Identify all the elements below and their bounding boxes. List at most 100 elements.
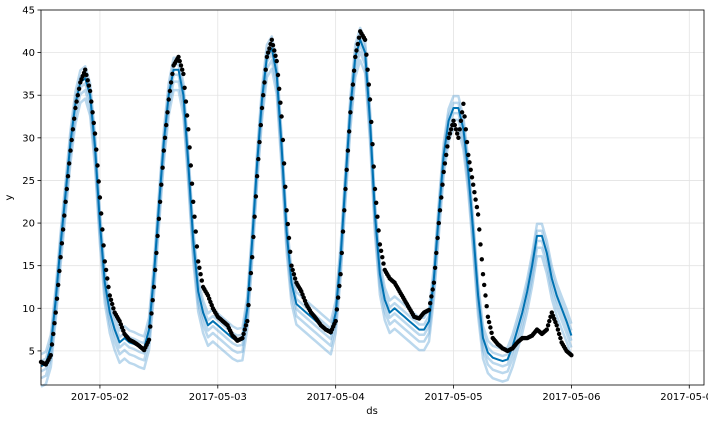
observed-point [183, 99, 189, 104]
observed-point [65, 174, 71, 179]
observed-point [246, 302, 251, 308]
observed-point [437, 208, 443, 213]
observed-point [333, 318, 338, 324]
observed-point [429, 294, 434, 299]
observed-point [272, 48, 277, 53]
observed-point [342, 208, 347, 213]
observed-point [96, 179, 101, 184]
observed-point [67, 161, 72, 166]
observed-point [376, 228, 381, 233]
observed-point [76, 86, 82, 92]
observed-point [431, 280, 437, 285]
observed-point [457, 127, 462, 132]
observed-point [459, 110, 465, 115]
observed-point [274, 58, 279, 64]
observed-point [471, 182, 476, 187]
observed-point [445, 144, 450, 149]
observed-point [473, 197, 478, 202]
observed-point [338, 272, 343, 277]
observed-point [461, 101, 466, 107]
forecast-band-line [40, 59, 573, 388]
observed-point [69, 137, 74, 143]
observed-point [362, 37, 368, 42]
observed-point [547, 318, 552, 324]
observed-point [198, 272, 203, 277]
observed-point [256, 156, 261, 162]
observed-point [58, 255, 63, 260]
observed-point [150, 298, 155, 303]
observed-point [452, 122, 457, 128]
observed-point [347, 129, 352, 134]
observed-point [366, 82, 371, 87]
observed-point [156, 216, 162, 221]
observed-point [68, 148, 73, 153]
y-axis-title: y [4, 194, 15, 200]
observed-point [103, 267, 109, 273]
y-tick-label: 15 [22, 261, 35, 272]
forecast-band-line [40, 43, 573, 373]
x-tick-label: 2017-05-05 [424, 392, 482, 403]
observed-point [463, 127, 468, 132]
observed-point [170, 71, 175, 77]
x-tick-label: 2017-05-03 [189, 392, 247, 403]
observed-point [483, 293, 488, 298]
observed-point [275, 72, 281, 78]
observed-point [72, 116, 77, 121]
observed-point [105, 276, 110, 281]
observed-point [154, 250, 159, 256]
observed-point [184, 113, 190, 118]
observed-point [270, 43, 276, 48]
observed-point [87, 88, 93, 94]
observed-point [286, 235, 292, 241]
observed-point [192, 214, 197, 219]
observed-point [353, 54, 358, 60]
observed-point [545, 323, 551, 328]
observed-point [378, 248, 384, 253]
observed-point [155, 233, 160, 239]
observed-point [48, 353, 53, 358]
observed-point [344, 167, 349, 172]
observed-point [482, 282, 487, 288]
observed-point [101, 243, 106, 248]
observed-point [472, 190, 477, 195]
observed-point [56, 282, 61, 288]
y-tick-label: 45 [22, 6, 35, 17]
observed-point [464, 139, 470, 145]
observed-point [54, 296, 60, 301]
observed-point [167, 88, 173, 94]
observed-point [356, 35, 362, 40]
observed-point [448, 127, 454, 132]
observed-point [291, 272, 297, 277]
observed-point [354, 48, 359, 53]
observed-point [375, 214, 380, 219]
observed-point [111, 306, 116, 311]
observed-point [555, 327, 561, 332]
observed-point [248, 270, 254, 276]
observed-point [49, 342, 55, 347]
observed-point [196, 259, 201, 264]
observed-point [280, 137, 286, 143]
observed-point [435, 235, 440, 241]
x-tick-label: 2017-05-02 [71, 392, 129, 403]
observed-point [252, 214, 257, 219]
observed-point [267, 46, 272, 51]
observed-point [243, 323, 249, 328]
observed-point [99, 211, 104, 216]
observed-point [265, 50, 271, 55]
observed-point [377, 242, 383, 247]
observed-point [90, 110, 95, 115]
observed-point [57, 268, 62, 274]
observed-point [189, 181, 195, 186]
observed-point [164, 122, 169, 128]
observed-point [89, 99, 94, 104]
observed-point [285, 221, 290, 227]
observed-point [447, 131, 453, 136]
observed-point [73, 105, 78, 111]
observed-point [92, 131, 98, 136]
observed-point [148, 324, 153, 329]
x-tick-label: 2017-05-07 [660, 392, 708, 403]
observed-point [456, 135, 461, 140]
observed-point [168, 80, 174, 85]
observed-point [153, 267, 158, 273]
observed-point [484, 304, 489, 309]
